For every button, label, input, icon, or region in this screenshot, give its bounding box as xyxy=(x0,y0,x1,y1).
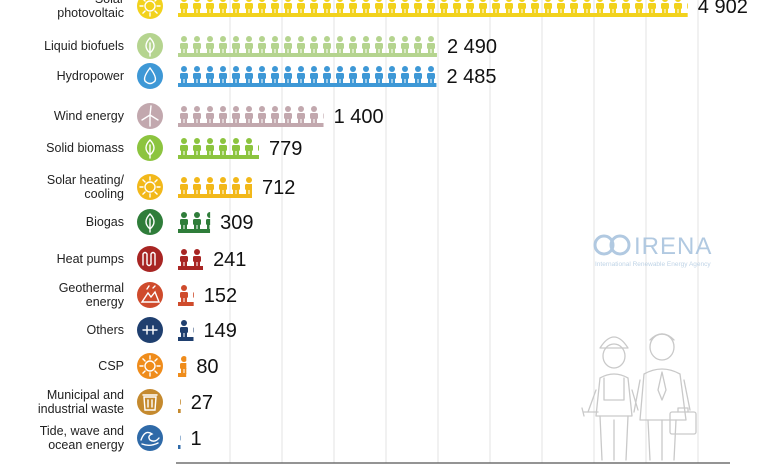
wave-icon xyxy=(137,425,163,451)
value-label: 4 902 xyxy=(698,0,748,18)
bars xyxy=(178,0,688,449)
category-label: Solarphotovoltaic xyxy=(57,0,124,20)
bar xyxy=(178,356,187,377)
value-label: 1 xyxy=(191,428,202,450)
geothermal-icon xyxy=(137,282,163,308)
value-label: 779 xyxy=(269,138,302,160)
value-labels: 4 902 2 490 2 485 1 400 779 712 309 241 152 149 80… xyxy=(191,0,748,450)
bar xyxy=(178,212,211,233)
trash-bin-icon xyxy=(137,389,163,415)
category-label: Wind energy xyxy=(54,109,125,123)
heat-coil-icon xyxy=(137,246,163,272)
irena-watermark: IRENA International Renewable Energy Age… xyxy=(593,233,712,268)
water-drop-icon xyxy=(137,63,163,89)
category-label: Solid biomass xyxy=(46,141,124,155)
value-label: 1 400 xyxy=(334,106,384,128)
bar xyxy=(178,36,437,57)
leaf-icon xyxy=(137,209,163,235)
value-label: 149 xyxy=(203,320,236,342)
plus-icon xyxy=(137,317,163,343)
value-label: 27 xyxy=(191,392,213,414)
value-label: 80 xyxy=(196,356,218,378)
leaf-icon xyxy=(137,33,163,59)
irena-logo-text: IRENA xyxy=(634,233,712,260)
sun-icon xyxy=(137,0,163,19)
wind-turbine-icon xyxy=(137,103,163,129)
category-label: Solar heating/cooling xyxy=(47,173,125,201)
value-label: 712 xyxy=(262,177,295,199)
category-labels: Solarphotovoltaic Liquid biofuels Hydropow… xyxy=(38,0,125,452)
bar xyxy=(178,106,324,127)
bar xyxy=(178,0,688,17)
bar xyxy=(178,399,181,413)
value-label: 2 490 xyxy=(447,36,497,58)
leaf-icon xyxy=(137,135,163,161)
category-label: Others xyxy=(86,323,124,337)
irena-subtitle: International Renewable Energy Agency xyxy=(595,261,711,268)
value-label: 241 xyxy=(213,249,246,271)
category-label: Geothermal energy xyxy=(59,281,125,309)
category-label: Municipal and industrial waste xyxy=(38,388,124,416)
category-label: CSP xyxy=(98,359,124,373)
category-label: Hydropower xyxy=(57,69,124,83)
bar xyxy=(178,138,260,159)
category-label: Liquid biofuels xyxy=(44,39,124,53)
bar xyxy=(178,320,194,341)
chart-gridlines xyxy=(229,0,699,463)
bar xyxy=(178,285,194,306)
bar xyxy=(178,435,181,449)
category-label: Heat pumps xyxy=(57,252,124,266)
bar xyxy=(178,249,204,270)
value-label: 152 xyxy=(204,285,237,307)
workers-illustration-icon xyxy=(581,333,697,461)
bar xyxy=(178,66,437,87)
sun-icon xyxy=(137,353,163,379)
bar xyxy=(178,177,253,198)
category-label: Biogas xyxy=(86,215,124,229)
value-label: 309 xyxy=(220,212,253,234)
value-label: 2 485 xyxy=(446,66,496,88)
irena-logo-icon xyxy=(593,234,631,256)
category-label: Tide, wave and ocean energy xyxy=(40,424,125,452)
sun-icon xyxy=(137,174,163,200)
category-icons xyxy=(137,0,163,451)
